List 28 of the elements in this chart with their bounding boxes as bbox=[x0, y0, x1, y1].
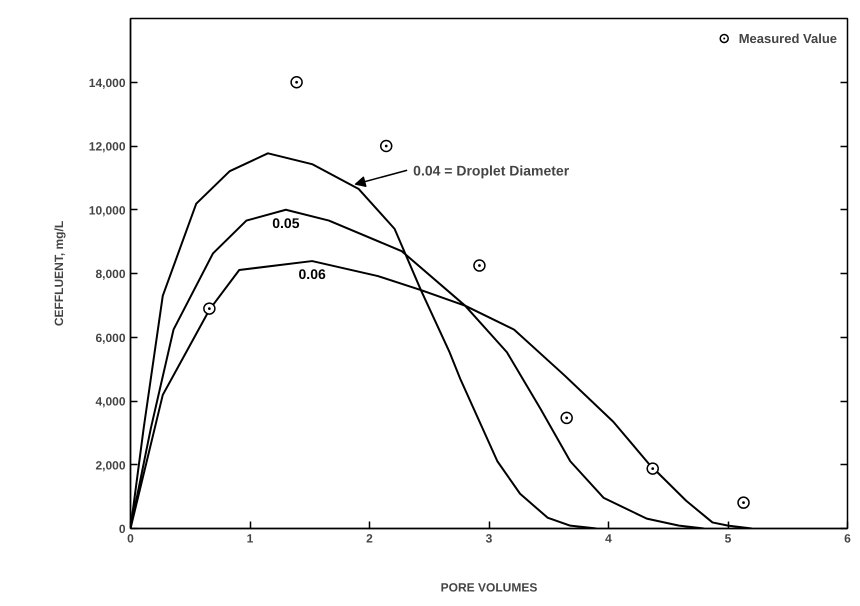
y-axis-title: CEFFLUENT, mg/L bbox=[52, 220, 66, 326]
annotation: 0.04 = Droplet Diameter bbox=[413, 162, 570, 178]
y-tick-label: 8,000 bbox=[95, 267, 126, 281]
point bbox=[560, 412, 573, 424]
legend-label: Measured Value bbox=[738, 30, 837, 46]
x-tick-label: 5 bbox=[724, 532, 732, 546]
y-tick-label: 0 bbox=[118, 522, 126, 536]
point bbox=[203, 302, 216, 315]
point bbox=[473, 259, 486, 272]
x-tick-label: 0 bbox=[127, 532, 134, 546]
y-tick-label: 2,000 bbox=[95, 458, 126, 472]
point bbox=[290, 76, 303, 88]
x-tick-label: 6 bbox=[844, 532, 852, 546]
x-tick-label: 2 bbox=[366, 532, 374, 546]
y-tick-label: 10,000 bbox=[88, 203, 126, 218]
y-tick-label: 12,000 bbox=[88, 140, 126, 154]
y-tick-label: 14,000 bbox=[88, 76, 126, 90]
x-axis-title: PORE VOLUMES bbox=[440, 580, 538, 594]
y-tick-label: 4,000 bbox=[95, 394, 126, 408]
x-tick-label: 1 bbox=[246, 532, 254, 546]
x-tick-label: 3 bbox=[486, 532, 493, 546]
series-label: 0.05 bbox=[272, 214, 300, 231]
y-tick-label: 6,000 bbox=[95, 330, 126, 345]
point bbox=[380, 140, 392, 152]
series-label: 0.06 bbox=[298, 266, 326, 282]
point bbox=[737, 496, 750, 509]
point bbox=[646, 462, 659, 475]
x-tick-label: 4 bbox=[605, 532, 612, 546]
